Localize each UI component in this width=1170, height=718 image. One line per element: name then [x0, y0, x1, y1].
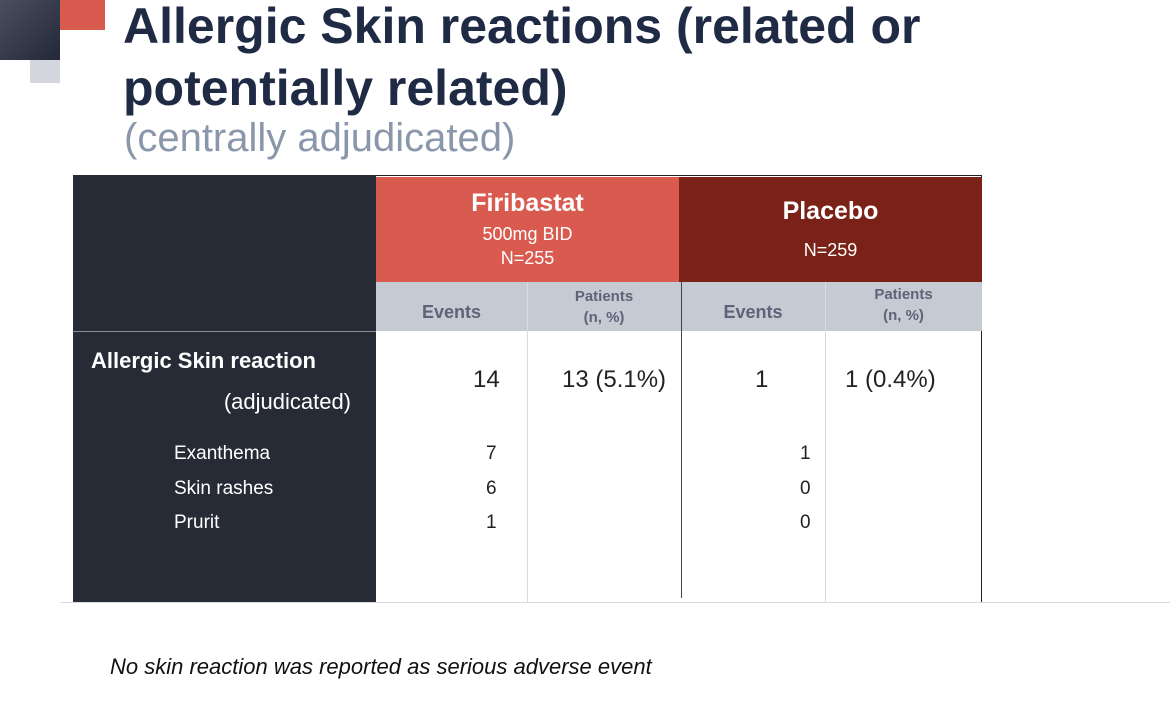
- column-line: [527, 282, 528, 602]
- cell: 13 (5.1%): [562, 366, 667, 393]
- column-header: Events: [723, 301, 783, 322]
- column-header-line: Patients: [574, 287, 634, 305]
- sub-row-label: Skin rashes: [174, 477, 274, 499]
- subtitle: (centrally adjudicated): [124, 116, 516, 160]
- column-header: Events: [421, 301, 482, 322]
- column-line: [681, 282, 682, 598]
- divider: [73, 331, 376, 332]
- column-header-line: (n, %): [583, 308, 625, 326]
- group-header: Firibastat 500mg BID N=255: [376, 177, 679, 282]
- title: Allergic Skin reactions (related or: [123, 0, 921, 54]
- group-header: Placebo N=259: [679, 177, 982, 282]
- cell: 1: [755, 366, 769, 393]
- column-header: Patients (n, %): [527, 282, 681, 331]
- cell: 1 (0.4%): [845, 366, 936, 393]
- column-header-line: Patients: [874, 285, 933, 303]
- row-label: Allergic Skin reaction: [91, 348, 316, 373]
- footnote: No skin reaction was reported as serious…: [110, 654, 652, 679]
- decor-red: [60, 0, 105, 30]
- column-header: Patients (n, %): [825, 280, 982, 329]
- cell: 1: [486, 512, 497, 533]
- sub-row-label: Prurit: [174, 512, 220, 533]
- column-header-line: (n, %): [883, 306, 924, 324]
- cell: 0: [800, 477, 811, 499]
- group-line: 500mg BID: [482, 224, 573, 244]
- group-line: N=259: [803, 240, 858, 260]
- decor-gray: [30, 60, 60, 83]
- column-line: [825, 282, 826, 602]
- cell: 7: [486, 443, 497, 464]
- cell: 6: [486, 477, 497, 499]
- baseline: [60, 602, 1170, 603]
- row-header-column: [73, 175, 376, 603]
- decor-dark: [0, 0, 60, 60]
- title: potentially related): [123, 60, 568, 116]
- sub-row-label: Exanthema: [174, 443, 271, 464]
- cell: 14: [473, 366, 500, 393]
- group-name: Placebo: [782, 197, 879, 225]
- cell: 0: [800, 512, 811, 533]
- row-sublabel: (adjudicated): [223, 389, 351, 414]
- column-header-bar: [376, 282, 982, 331]
- group-line: N=255: [500, 248, 555, 268]
- group-name: Firibastat: [471, 189, 584, 217]
- cell: 1: [800, 443, 811, 464]
